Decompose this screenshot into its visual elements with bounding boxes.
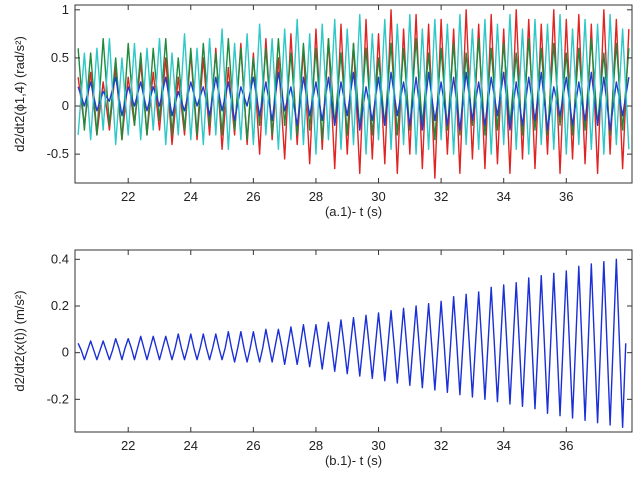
y-tick-label: 0 <box>62 98 69 113</box>
x-axis-label: (b.1)- t (s) <box>325 453 382 468</box>
x-tick-label: 26 <box>246 438 260 453</box>
x-tick-label: 36 <box>559 438 573 453</box>
axis-box <box>74 249 633 433</box>
x-tick-label: 32 <box>434 438 448 453</box>
x-tick-label: 30 <box>371 438 385 453</box>
x-tick-label: 32 <box>434 189 448 204</box>
plot-lines <box>77 258 627 429</box>
y-tick-label: 1 <box>62 2 69 17</box>
x-tick-label: 34 <box>496 189 510 204</box>
x-tick-label: 34 <box>496 438 510 453</box>
x-tick-label: 26 <box>246 189 260 204</box>
x-tick-label: 36 <box>559 189 573 204</box>
y-axis-label: d2/dt2(ϕ1,4) (rad/s²) <box>12 36 27 152</box>
series-line <box>77 13 630 155</box>
y-tick-label: 0.4 <box>51 251 69 266</box>
y-tick-label: 0.5 <box>51 50 69 65</box>
x-tick-label: 22 <box>121 438 135 453</box>
x-tick-label: 22 <box>121 189 135 204</box>
y-tick-label: -0.2 <box>47 391 69 406</box>
y-tick-label: 0 <box>62 345 69 360</box>
x-tick-label: 28 <box>309 438 323 453</box>
y-tick-label: 0.2 <box>51 298 69 313</box>
y-tick-label: -0.5 <box>47 146 69 161</box>
x-axis-label: (a.1)- t (s) <box>325 204 382 219</box>
x-tick-label: 28 <box>309 189 323 204</box>
x-tick-label: 24 <box>184 438 198 453</box>
series-line <box>77 71 630 131</box>
axis-box <box>74 4 633 184</box>
plot-lines <box>77 9 630 179</box>
x-tick-label: 30 <box>371 189 385 204</box>
x-tick-label: 24 <box>184 189 198 204</box>
series-line <box>77 258 627 429</box>
y-axis-label: d2/dt2(x(t)) (m/s²) <box>12 290 27 391</box>
